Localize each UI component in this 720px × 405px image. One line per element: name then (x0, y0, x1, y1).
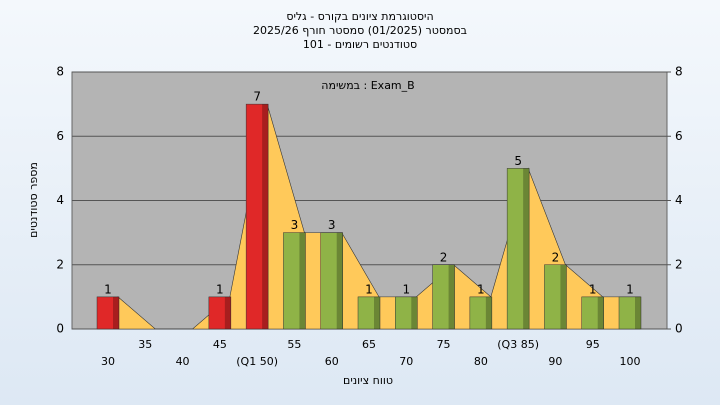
data-label: 1 (365, 282, 373, 296)
y-tick-label: 4 (56, 193, 64, 207)
data-label: 1 (626, 282, 634, 296)
x-tick-label: (Q1 50) (236, 355, 278, 368)
data-label: 1 (402, 282, 410, 296)
data-label: 5 (514, 154, 522, 168)
y-tick-label: 6 (56, 129, 64, 143)
bar-shade (336, 232, 343, 329)
bar (357, 296, 381, 330)
bar-shade (597, 296, 604, 329)
y2-tick-label: 6 (675, 129, 683, 143)
x-tick-label: 40 (176, 355, 190, 368)
x-tick-label: 35 (138, 338, 152, 351)
x-tick-label: 70 (399, 355, 413, 368)
x-tick-label: 45 (213, 338, 227, 351)
x-tick-label: 100 (620, 355, 641, 368)
bar-shade (635, 296, 641, 329)
bar (618, 296, 642, 330)
bar-shade (262, 104, 269, 329)
bar (581, 296, 604, 330)
y2-tick-label: 4 (675, 193, 683, 207)
x-tick-label: 30 (101, 355, 115, 368)
bar-shade (411, 296, 418, 329)
bar-shade (485, 296, 492, 329)
y2-tick-label: 2 (675, 257, 683, 271)
bar-shade (113, 296, 119, 329)
data-label: 2 (552, 250, 560, 264)
bar (96, 296, 120, 330)
y-tick-label: 8 (56, 65, 64, 79)
bar-shade (448, 264, 455, 329)
x-tick-label: 55 (287, 338, 301, 351)
bar (283, 232, 306, 330)
bar (469, 296, 493, 330)
y2-tick-label: 0 (675, 322, 683, 336)
bar-shade (523, 168, 530, 329)
y-tick-label: 2 (56, 257, 64, 271)
y-axis-label: מספר סטודנטים (27, 162, 40, 238)
data-label: 2 (440, 250, 448, 264)
bar (245, 103, 269, 330)
chart-subtitle: בסמסטר (01/2025) סמסטר חורף 2025/26 (253, 24, 467, 37)
bar (544, 264, 567, 330)
x-tick-label: (Q3 85) (497, 338, 539, 351)
bar (320, 232, 343, 330)
data-label: 1 (216, 282, 224, 296)
bar-shade (560, 264, 567, 329)
x-tick-label: 60 (325, 355, 339, 368)
bar-shade (224, 296, 231, 329)
chart-title: היסטוגרמת ציונים בקורס - גליס (286, 10, 433, 23)
data-label: 1 (589, 282, 597, 296)
bar (395, 296, 418, 330)
bar (506, 168, 530, 330)
data-label: 3 (291, 218, 299, 232)
chart-subtitle: סטודנטים רשומים - 101 (303, 38, 417, 51)
bar-shade (374, 296, 380, 329)
x-axis-label: טווח ציונים (343, 374, 393, 387)
bar-shade (299, 232, 306, 329)
y2-tick-label: 8 (675, 65, 683, 79)
data-label: 1 (477, 282, 485, 296)
x-tick-label: 75 (437, 338, 451, 351)
data-label: 3 (328, 218, 336, 232)
bar (208, 296, 232, 330)
x-tick-label: 80 (474, 355, 488, 368)
x-tick-label: 90 (548, 355, 562, 368)
x-tick-label: 95 (586, 338, 600, 351)
annotation: במשימה : Exam_B (321, 79, 414, 92)
data-label: 7 (253, 90, 261, 104)
data-label: 1 (104, 282, 112, 296)
x-tick-label: 65 (362, 338, 376, 351)
y-tick-label: 0 (56, 322, 64, 336)
bar (432, 264, 455, 330)
